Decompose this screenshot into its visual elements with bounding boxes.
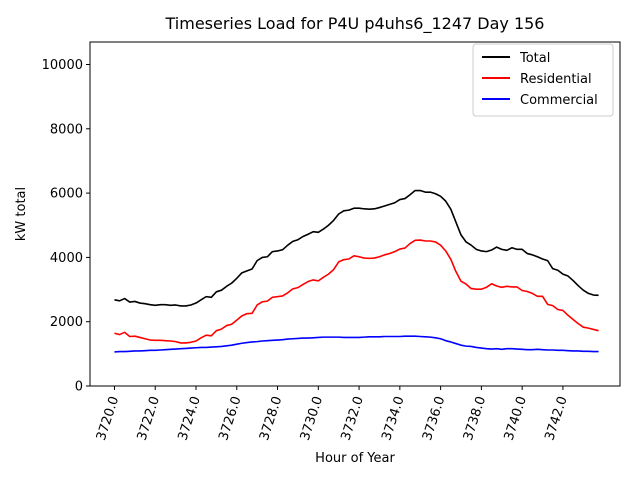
legend-item-residential: Residential (482, 72, 592, 87)
legend-label: Commercial (520, 93, 598, 108)
legend-label: Total (519, 51, 550, 66)
y-tick-label: 10000 (42, 58, 83, 73)
chart-title: Timeseries Load for P4U p4uhs6_1247 Day … (165, 14, 545, 34)
legend: Total Residential Commercial (472, 43, 614, 117)
series-group (114, 189, 599, 353)
y-axis-label: kW total (14, 187, 29, 241)
legend-item-total: Total (482, 51, 550, 66)
axes-spines (89, 41, 621, 387)
x-axis-label: Hour of Year (315, 451, 395, 466)
series-line-residential (114, 239, 599, 344)
series-line-commercial (114, 335, 599, 353)
y-axis-ticks: 0 2000 4000 6000 8000 10000 (42, 58, 90, 395)
y-tick-label: 0 (75, 380, 83, 395)
legend-label: Residential (520, 72, 592, 87)
legend-item-commercial: Commercial (482, 93, 598, 108)
y-tick-label: 8000 (50, 122, 83, 137)
axes-border (89, 41, 621, 387)
y-tick-label: 6000 (50, 187, 83, 202)
series-line-total (114, 189, 599, 307)
y-tick-label: 2000 (50, 315, 83, 330)
y-tick-label: 4000 (50, 251, 83, 266)
